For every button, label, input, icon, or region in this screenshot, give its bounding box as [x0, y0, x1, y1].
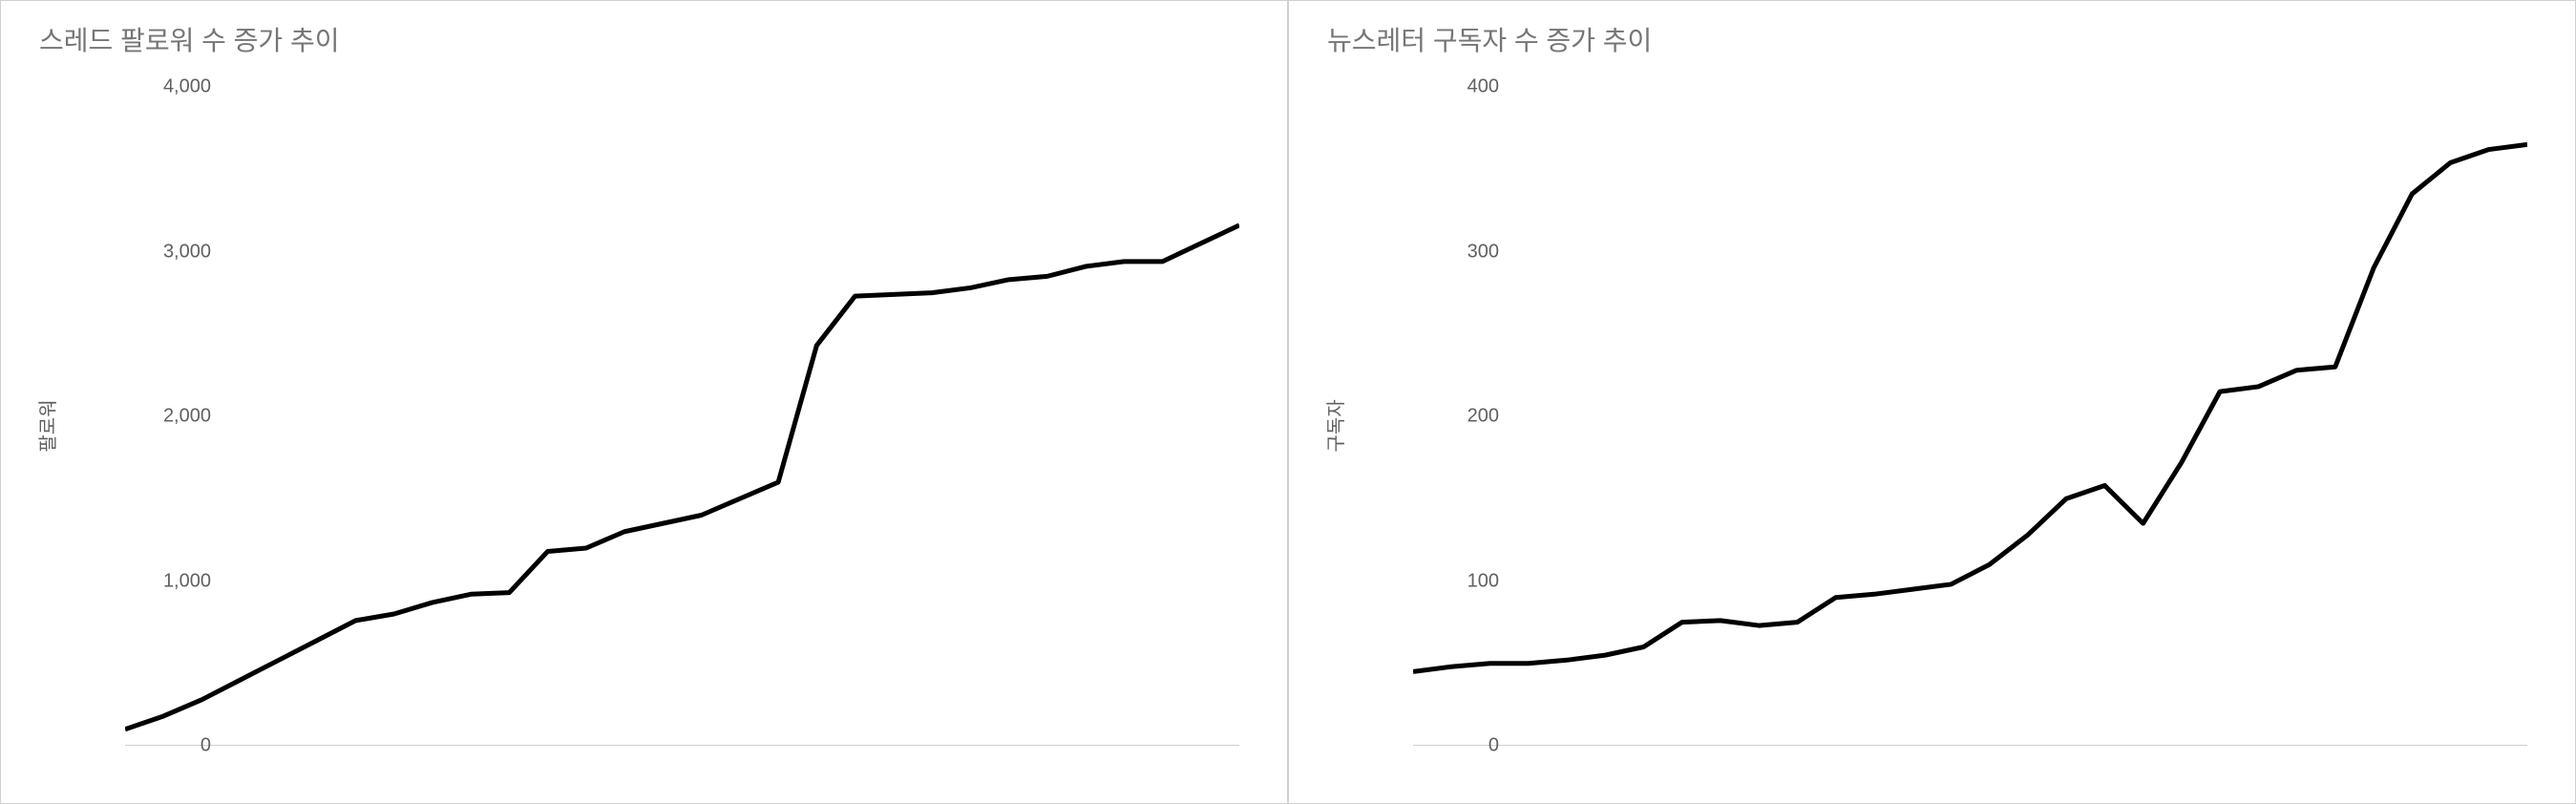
chart-panel-followers: 스레드 팔로워 수 증가 추이 팔로워 0 1,000 2,000 3,000 4,00… [0, 0, 1288, 804]
y-tick-label: 200 [1423, 406, 1499, 428]
chart-svg-0 [125, 87, 1239, 746]
data-line [125, 225, 1239, 730]
y-tick-label: 0 [1423, 735, 1499, 757]
data-line [1413, 144, 2527, 671]
y-axis-label: 구독자 [1320, 399, 1348, 452]
chart-body: 팔로워 0 1,000 2,000 3,000 4,000 [30, 77, 1258, 774]
y-tick-label: 100 [1423, 570, 1499, 592]
chart-title: 스레드 팔로워 수 증가 추이 [39, 20, 1258, 58]
plot-area-1: 0100200300400 [1413, 87, 2527, 746]
y-tick-label: 2,000 [135, 406, 211, 428]
chart-svg-1 [1413, 87, 2527, 746]
chart-body: 구독자 0 100 200 300 400 [1318, 77, 2546, 774]
y-tick-label: 4,000 [135, 76, 211, 98]
plot-area-0: 01,0002,0003,0004,000 [125, 87, 1239, 746]
y-tick-label: 0 [135, 735, 211, 757]
y-tick-label: 400 [1423, 76, 1499, 98]
y-tick-label: 3,000 [135, 241, 211, 263]
chart-title: 뉴스레터 구독자 수 증가 추이 [1327, 20, 2546, 58]
y-tick-label: 1,000 [135, 570, 211, 592]
y-tick-label: 300 [1423, 241, 1499, 263]
chart-panel-subscribers: 뉴스레터 구독자 수 증가 추이 구독자 0 100 200 300 400 [1288, 0, 2576, 804]
y-axis-label: 팔로워 [32, 399, 60, 452]
